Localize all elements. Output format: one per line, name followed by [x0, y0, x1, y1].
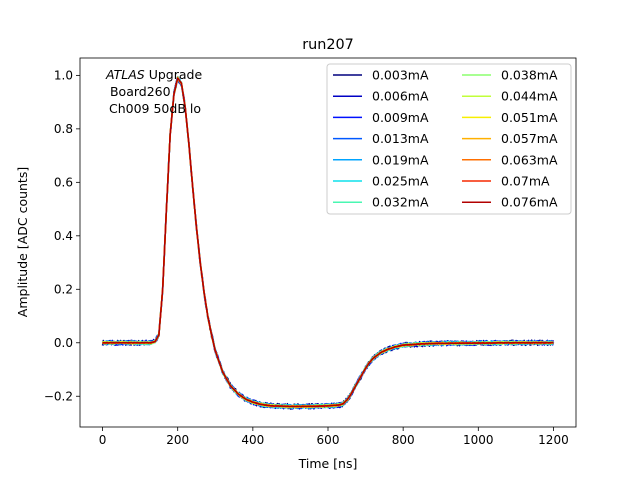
legend-label: 0.051mA	[501, 110, 558, 125]
legend-label: 0.057mA	[501, 131, 558, 146]
legend-label: 0.009mA	[372, 110, 429, 125]
legend: 0.003mA 0.006mA 0.009mA 0.013mA 0.019mA 0.025…	[326, 63, 572, 215]
annotation-channel: Ch009 50dB lo	[109, 101, 201, 116]
annotation-experiment: ATLAS	[105, 67, 145, 82]
legend-items: 0.003mA 0.006mA 0.009mA 0.013mA 0.019mA 0.025…	[333, 68, 558, 210]
legend-label: 0.032mA	[372, 195, 429, 210]
legend-label: 0.019mA	[372, 152, 429, 167]
x-tick-label: 600	[317, 433, 340, 447]
legend-label: 0.003mA	[372, 68, 429, 83]
legend-label: 0.038mA	[501, 68, 558, 83]
legend-label: 0.07mA	[501, 174, 550, 189]
chart-title: run207	[302, 37, 354, 53]
y-tick-label: −0.2	[44, 390, 73, 404]
series-line-0.076mA	[102, 77, 554, 408]
y-axis-ticks: −0.2 0.0 0.2 0.4 0.6 0.8 1.0	[44, 69, 80, 404]
x-tick-label: 200	[166, 433, 189, 447]
y-tick-label: 1.0	[54, 69, 73, 83]
y-tick-label: 0.8	[54, 122, 73, 136]
x-tick-label: 0	[99, 433, 107, 447]
x-tick-label: 1200	[538, 433, 569, 447]
y-axis-label: Amplitude [ADC counts]	[15, 167, 30, 317]
x-axis-ticks: 0 200 400 600 800 1000 1200	[99, 427, 569, 447]
x-tick-label: 800	[392, 433, 415, 447]
x-tick-label: 1000	[463, 433, 494, 447]
legend-label: 0.025mA	[372, 174, 429, 189]
legend-label: 0.006mA	[372, 89, 429, 104]
legend-label: 0.063mA	[501, 152, 558, 167]
x-axis-label: Time [ns]	[298, 456, 358, 471]
series-layer	[101, 75, 555, 410]
annotation-experiment-suffix: Upgrade	[145, 67, 203, 82]
y-tick-label: 0.2	[54, 283, 73, 297]
y-tick-label: 0.0	[54, 336, 73, 350]
y-tick-label: 0.6	[54, 176, 73, 190]
x-tick-label: 400	[241, 433, 264, 447]
legend-label: 0.013mA	[372, 131, 429, 146]
legend-label: 0.044mA	[501, 89, 558, 104]
legend-box	[326, 63, 572, 215]
y-tick-label: 0.4	[54, 229, 73, 243]
annotation-board: Board260	[106, 84, 171, 99]
legend-label: 0.076mA	[501, 195, 558, 210]
annotation-line-1: ATLAS Upgrade	[105, 67, 202, 82]
